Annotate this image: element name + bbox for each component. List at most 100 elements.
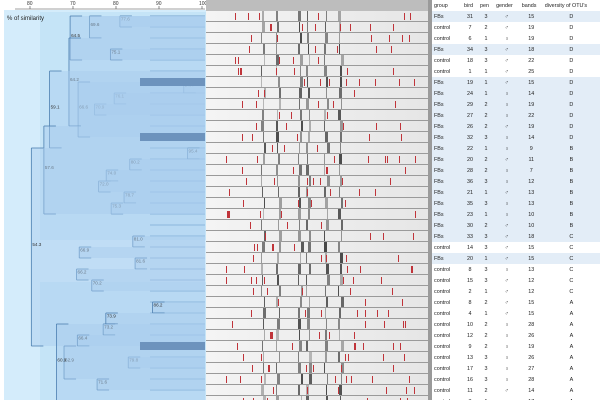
table-row[interactable]: FBs 24 1 ♀ 14 D [432,88,600,99]
gel-lane [206,154,428,165]
column-header-bands[interactable]: bands [521,2,537,9]
table-row[interactable]: FBs 34 3 ♂ 18 D [432,44,600,55]
table-cell-bands: 13 [519,187,543,198]
table-cell-bird: 20 [462,154,479,165]
table-row[interactable]: control 11 2 ♂ 14 A [432,385,600,396]
table-row[interactable]: control 13 3 ♀ 26 A [432,352,600,363]
gel-band-marker [326,167,327,174]
gel-band [301,374,303,385]
table-row[interactable]: FBs 32 3 ♀ 14 D [432,132,600,143]
table-row[interactable]: control 10 2 ♀ 28 A [432,319,600,330]
table-row[interactable]: FBs 20 2 ♂ 11 B [432,154,600,165]
gel-band [307,33,309,44]
table-row[interactable]: control 14 3 ♂ 15 C [432,242,600,253]
gel-band-marker [260,211,261,218]
node-similarity-label: 81.6 [136,259,145,264]
node-similarity-label: 59.1 [51,105,60,110]
table-cell-bands: 15 [519,11,543,22]
table-row[interactable]: control 9 2 ♀ 19 A [432,341,600,352]
table-cell-bird: 3 [462,396,478,400]
gel-band [264,374,266,385]
gel-band [300,132,302,143]
gel-band-marker [242,167,243,174]
table-cell-gender: ♀ [504,365,509,372]
gel-band-marker [267,288,268,295]
table-cell-group: control [432,396,462,400]
table-cell-pen: 1 [484,288,488,295]
gel-band-marker [250,222,251,229]
table-row[interactable]: FBs 26 2 ♂ 19 D [432,121,600,132]
table-row[interactable]: control 4 1 ♂ 15 A [432,308,600,319]
table-row[interactable]: control 8 3 ♀ 13 C [432,264,600,275]
table-cell-bands: 18 [519,44,543,55]
gel-band-marker [405,167,406,174]
gel-band-marker [402,35,403,42]
gel-band [263,319,264,330]
table-row[interactable]: control 6 1 ♀ 19 D [432,33,600,44]
gel-band [299,22,300,33]
gel-band-marker [329,332,330,339]
lane-separator [206,153,428,154]
table-row[interactable]: FBs 31 3 ♂ 15 D [432,11,600,22]
gel-band [298,44,300,55]
table-row[interactable]: FBs 21 1 ♂ 13 B [432,187,600,198]
table-cell-group: FBs [432,121,462,132]
table-row[interactable]: FBs 28 2 ♀ 7 B [432,165,600,176]
table-row[interactable]: control 17 3 ♀ 27 A [432,363,600,374]
gel-band-marker [253,398,254,400]
table-row[interactable]: FBs 22 1 ♀ 9 B [432,143,600,154]
gel-band-marker [229,189,230,196]
gel-band-marker [279,57,280,64]
column-header-pen[interactable]: pen [480,2,490,9]
column-header-gender[interactable]: gender [496,2,513,9]
table-row[interactable]: FBs 35 3 ♀ 13 B [432,198,600,209]
table-cell-bands: 17 [520,396,543,400]
table-row[interactable]: control 15 3 ♂ 12 C [432,275,600,286]
table-row[interactable]: FBs 36 3 ♀ 12 B [432,176,600,187]
gel-band-marker [376,46,377,53]
table-row[interactable]: FBs 29 2 ♀ 19 D [432,99,600,110]
table-row[interactable]: control 18 3 ♂ 22 D [432,55,600,66]
table-row[interactable]: control 8 2 ♂ 15 A [432,297,600,308]
table-cell-bird: 32 [462,132,479,143]
gel-band-marker [389,35,390,42]
gel-band [298,319,301,330]
table-cell-pen: 3 [478,11,495,22]
gel-band [340,176,342,187]
table-row[interactable]: control 7 2 ♂ 19 D [432,22,600,33]
table-row[interactable]: FBs 27 2 ♀ 22 D [432,110,600,121]
gel-band-marker [384,321,385,328]
gel-band-marker [398,255,399,262]
table-row[interactable]: FBs 23 1 ♀ 10 B [432,209,600,220]
gel-band [300,55,303,66]
gel-band [276,132,279,143]
column-header-group[interactable]: group [434,2,448,9]
table-row[interactable]: control 16 3 ♀ 28 A [432,374,600,385]
gel-band-marker [261,354,262,361]
column-header-bird[interactable]: bird [464,2,473,9]
table-row[interactable]: control 12 2 ♀ 26 A [432,330,600,341]
panel-splitter[interactable] [428,0,432,400]
gel-band-marker [337,46,338,53]
table-row[interactable]: FBs 19 1 ♂ 15 D [432,77,600,88]
gel-band [279,352,280,363]
gel-band-marker [321,255,322,262]
table-row[interactable]: FBs 20 1 ♂ 15 C [432,253,600,264]
table-row[interactable]: control 1 1 ♂ 25 D [432,66,600,77]
gel-band [261,176,262,187]
table-cell-bird: 22 [462,143,479,154]
gel-band-marker [253,288,254,295]
table-cell-pen: 3 [484,365,488,372]
table-cell-group: FBs [432,220,462,231]
table-row[interactable]: control31♂17A [432,396,600,400]
table-row[interactable]: FBs 33 3 ♂ 18 C [432,231,600,242]
table-cell-diversity: D [569,24,574,31]
table-cell-pen: 1 [484,68,488,75]
table-row[interactable]: control 2 1 ♂ 12 C [432,286,600,297]
table-row[interactable]: FBs 30 2 ♂ 10 B [432,220,600,231]
table-cell-bird: 11 [467,387,473,394]
gel-band [263,396,266,400]
column-header-diversity[interactable]: diversity of OTU's [544,2,588,9]
table-cell-group: control [434,299,451,306]
gel-band [338,209,341,220]
